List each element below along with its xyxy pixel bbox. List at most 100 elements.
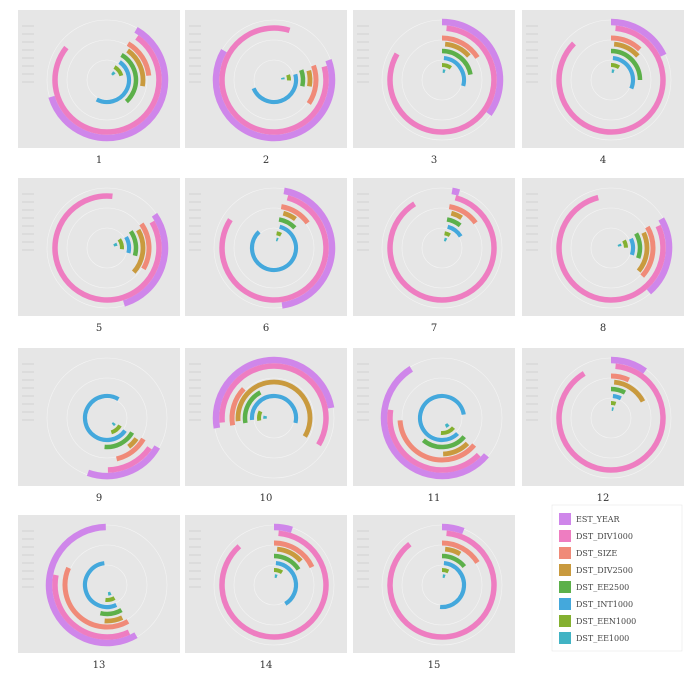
arc-dst-div1000 [556,363,666,473]
arc-dst-div1000 [556,25,666,135]
arc-est-year [45,523,138,647]
arc-dst-div2500 [306,70,313,87]
arc-est-year [646,217,673,295]
panel-background [522,178,684,316]
arc-dst-div1000 [219,25,329,135]
panel-label: 6 [263,323,269,334]
arc-dst-een1000 [441,62,452,70]
arc-dst-div1000 [219,530,329,640]
legend-swatch [559,615,571,627]
legend-label: DST_DIV2500 [576,566,633,575]
legend-label: DST_SIZE [576,549,617,558]
arc-dst-ee2500 [446,217,462,228]
legend-swatch [559,530,571,542]
arc-dst-div1000 [387,530,497,640]
legend-swatch [559,632,571,644]
arc-dst-ee2500 [99,608,123,617]
arc-dst-int1000 [417,393,466,443]
legend-label: DST_EEN1000 [576,617,636,626]
panel-background [185,515,347,653]
arc-est-year [48,26,169,142]
panel-label: 9 [96,493,102,504]
arc-dst-div2500 [235,379,313,438]
arc-dst-ee1000 [113,242,118,247]
arc-dst-int1000 [124,235,132,254]
panel-background [18,178,180,316]
legend-swatch [559,564,571,576]
arc-dst-div1000 [107,446,152,473]
arc-dst-int1000 [82,561,118,610]
grid-circle [401,207,483,289]
arc-dst-int1000 [443,55,467,87]
arc-dst-int1000 [275,560,299,606]
arc-dst-een1000 [276,231,282,237]
arc-dst-div2500 [104,615,124,624]
panel-label: 12 [597,493,610,504]
arc-dst-ee1000 [111,422,116,427]
panel-background [185,10,347,148]
grid-circle [381,187,503,309]
arc-dst-size [610,35,642,52]
arc-dst-div1000 [219,195,329,303]
arc-dst-int1000 [447,224,463,238]
arc-dst-int1000 [251,73,299,105]
panel-label: 15 [428,660,441,671]
arc-est-year [441,18,504,116]
arc-dst-div1000 [387,25,497,135]
arc-est-year [86,445,161,480]
arc-dst-een1000 [440,426,456,435]
arc-dst-ee2500 [441,553,467,569]
arc-dst-size [448,204,478,225]
panel-label: 8 [600,323,606,334]
arc-dst-size [229,387,246,426]
grid-circle [66,39,148,121]
legend-label: DST_EE2500 [576,583,629,592]
arc-dst-div1000 [387,409,481,473]
panel-background [522,10,684,148]
legend-swatch [559,547,571,559]
panel-background [18,515,180,653]
arc-dst-size [139,222,152,271]
panel-label: 7 [431,323,437,334]
arc-dst-ee2500 [634,232,643,259]
grid-circle [590,397,632,439]
arc-dst-ee1000 [275,237,279,242]
arc-dst-een1000 [113,65,124,77]
arc-est-year [212,356,335,429]
panel-6: 6 [185,178,347,334]
panel-background [353,10,515,148]
arc-dst-int1000 [249,224,299,273]
arc-dst-ee1000 [107,591,112,596]
panel-11: 11 [353,348,515,504]
arc-dst-size [280,204,310,225]
panel-4: 4 [522,10,684,166]
legend-label: EST_YEAR [576,515,621,524]
arc-dst-ee2500 [421,435,466,450]
grid-circle [550,357,672,479]
panel-1: 1 [18,10,180,166]
grid-circle [570,39,652,121]
arc-dst-een1000 [610,400,617,406]
arc-dst-div2500 [282,210,297,222]
arc-est-year [451,187,461,196]
arc-dst-ee2500 [104,431,135,450]
panel-3: 3 [353,10,515,166]
arc-dst-int1000 [249,393,299,424]
arc-est-year [610,356,647,374]
arc-dst-div2500 [613,379,646,403]
panel-8: 8 [522,178,684,334]
arc-dst-int1000 [82,393,127,443]
legend-swatch [559,513,571,525]
arc-dst-ee2500 [128,230,139,257]
grid-circle [66,377,148,459]
arc-dst-size [62,566,130,630]
panel-14: 14 [185,515,347,671]
arc-dst-div2500 [276,546,303,563]
panel-label: 1 [96,155,102,166]
arc-dst-div2500 [444,546,462,557]
arc-dst-een1000 [622,239,628,248]
grid-circle [233,207,315,289]
grid-circle [421,227,463,269]
arc-dst-div2500 [131,228,146,274]
